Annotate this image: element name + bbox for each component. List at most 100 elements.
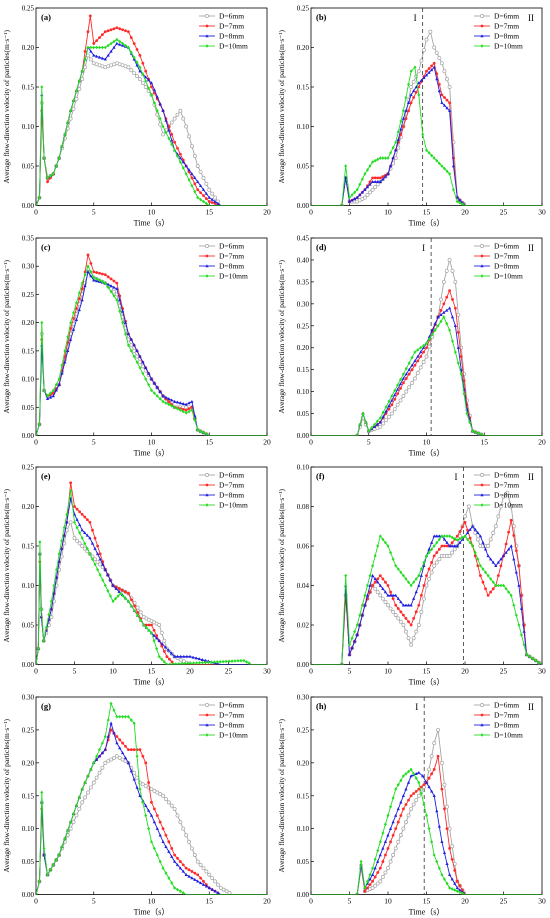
data-point <box>371 176 374 180</box>
data-point <box>66 348 70 352</box>
data-point <box>224 888 229 893</box>
data-point <box>416 793 421 798</box>
data-point <box>112 279 116 282</box>
data-point <box>445 308 449 312</box>
data-point <box>155 646 159 651</box>
data-point <box>215 660 219 664</box>
data-point <box>411 79 416 84</box>
series-d7mm <box>36 728 267 894</box>
data-point <box>132 721 136 725</box>
data-point <box>198 880 203 884</box>
data-point <box>425 148 428 152</box>
data-point <box>414 590 418 594</box>
y-tick-label: 0.20 <box>297 44 310 52</box>
data-point <box>187 839 191 844</box>
data-point <box>109 757 114 761</box>
data-point <box>108 578 113 582</box>
data-point <box>504 542 508 546</box>
x-tick-label: 5 <box>367 437 371 446</box>
data-point <box>365 593 370 597</box>
data-point <box>519 633 523 637</box>
data-point <box>201 865 206 870</box>
data-point <box>432 65 436 69</box>
data-point <box>149 813 154 817</box>
data-point <box>443 807 446 810</box>
x-tick-label: 20 <box>263 896 271 905</box>
data-point <box>115 281 119 285</box>
data-point <box>393 397 397 401</box>
data-point <box>190 183 194 188</box>
data-point <box>184 410 188 415</box>
data-point <box>162 638 167 643</box>
y-tick-label: 0.30 <box>297 693 310 701</box>
data-point <box>210 875 215 880</box>
data-point <box>163 645 167 649</box>
data-point <box>74 96 79 101</box>
data-point <box>83 531 87 535</box>
data-point <box>427 67 431 70</box>
data-point <box>458 201 462 205</box>
data-point <box>505 490 510 495</box>
data-point <box>86 45 90 50</box>
data-point <box>106 734 110 738</box>
data-point <box>409 767 413 771</box>
data-point <box>204 197 208 200</box>
data-point <box>129 604 133 608</box>
data-point <box>386 832 390 836</box>
data-point <box>384 409 388 413</box>
data-point <box>100 765 105 770</box>
data-point <box>404 819 408 824</box>
x-tick-label: 10 <box>148 208 156 217</box>
legend-marker <box>205 493 209 497</box>
data-point <box>419 349 423 353</box>
data-point <box>124 43 128 48</box>
data-point <box>410 380 415 385</box>
data-point <box>409 603 413 607</box>
data-point <box>112 27 116 31</box>
data-point <box>372 424 377 428</box>
data-point <box>410 362 414 366</box>
data-point <box>83 780 87 784</box>
data-point <box>89 45 93 50</box>
x-tick-label: 20 <box>461 208 469 217</box>
x-tick-label: 15 <box>423 896 431 905</box>
data-point <box>501 554 506 558</box>
data-point <box>422 345 426 349</box>
data-point <box>181 409 185 413</box>
data-point <box>83 283 87 287</box>
data-point <box>169 651 174 655</box>
x-tick-label: 25 <box>500 208 508 217</box>
data-point <box>381 410 385 414</box>
x-tick-label: 20 <box>263 208 271 217</box>
legend-marker <box>480 702 484 707</box>
data-point <box>204 869 209 873</box>
data-point <box>376 577 380 581</box>
data-point <box>371 584 374 587</box>
data-point <box>378 839 382 844</box>
data-point <box>451 187 455 192</box>
data-point <box>164 130 168 135</box>
data-point <box>170 403 174 408</box>
data-point <box>103 760 108 765</box>
data-point <box>126 599 130 604</box>
data-point <box>187 134 191 139</box>
data-point <box>388 593 393 597</box>
data-point <box>159 630 164 635</box>
data-point <box>430 68 434 72</box>
data-point <box>51 388 55 392</box>
data-point <box>456 360 460 365</box>
data-point <box>421 596 426 601</box>
data-point <box>507 530 511 534</box>
data-point <box>69 819 73 824</box>
data-point <box>86 30 90 34</box>
data-point <box>121 714 125 719</box>
data-point <box>378 878 383 883</box>
y-tick-label: 0.00 <box>22 432 35 440</box>
data-point <box>44 625 48 630</box>
data-point <box>69 337 73 341</box>
data-point <box>417 603 421 607</box>
data-point <box>407 620 410 624</box>
data-point <box>37 421 41 426</box>
data-point <box>199 197 203 202</box>
data-point <box>48 390 52 395</box>
